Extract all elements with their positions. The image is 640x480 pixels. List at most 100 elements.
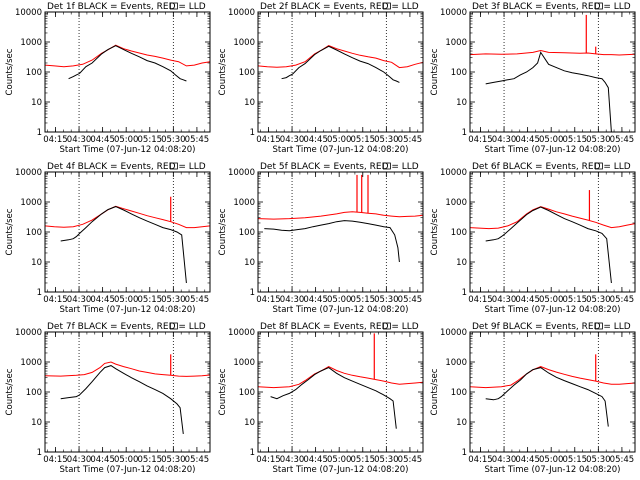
series-lld-line	[44, 44, 211, 68]
x-tick-label: 05:45	[185, 295, 210, 305]
x-axis-title: Start Time (07-Jun-12 04:08:20)	[60, 145, 196, 155]
x-tick-label: 05:30	[161, 455, 186, 465]
plot-frame	[257, 11, 424, 133]
x-tick-label: 05:00	[327, 135, 352, 145]
y-tick-label: 100	[26, 228, 42, 238]
y-tick-label: 10000	[15, 168, 42, 178]
y-tick-label: 100	[239, 68, 255, 78]
y-tick-label: 10000	[228, 168, 255, 178]
y-axis-title: Counts/sec	[430, 48, 440, 95]
legend-box	[595, 322, 603, 330]
y-tick-label: 10	[456, 418, 467, 428]
x-tick-label: 05:45	[610, 455, 635, 465]
y-tick-label: 1	[250, 448, 255, 458]
y-tick-label: 1000	[445, 198, 467, 208]
y-tick-label: 10	[31, 418, 42, 428]
series-events-line	[485, 206, 612, 284]
x-tick-label: 05:15	[563, 295, 588, 305]
x-tick-label: 05:30	[374, 455, 399, 465]
x-tick-label: 05:00	[539, 295, 564, 305]
series-events-line	[485, 367, 609, 427]
plot-frame	[469, 331, 636, 453]
panel-title: Det 6f BLACK = Events, RED = LLD	[472, 162, 631, 172]
y-axis-title: Counts/sec	[5, 368, 15, 415]
x-tick-label: 05:45	[610, 295, 635, 305]
legend-box	[382, 2, 391, 10]
x-tick-label: 04:45	[90, 135, 115, 145]
series-events-line	[270, 367, 397, 429]
x-tick-label: 04:15	[468, 295, 493, 305]
x-tick-label: 04:45	[303, 135, 328, 145]
x-tick-label: 05:30	[161, 295, 186, 305]
series-lld-line	[44, 361, 211, 377]
y-tick-label: 1	[37, 448, 42, 458]
x-tick-label: 04:30	[67, 135, 92, 145]
y-tick-label: 10000	[228, 8, 255, 18]
panel-3: Det 3f BLACK = Events, RED = LLD 1 10 100 10…	[430, 2, 636, 155]
x-tick-label: 04:15	[43, 135, 68, 145]
series-events-line	[485, 51, 612, 133]
x-tick-label: 05:30	[161, 135, 186, 145]
series-events-line	[60, 206, 187, 284]
x-tick-label: 04:30	[492, 295, 517, 305]
panel-title: Det 5f BLACK = Events, RED = LLD	[260, 162, 419, 172]
series-lld-line	[469, 206, 636, 230]
x-tick-label: 05:00	[114, 295, 139, 305]
x-axis-title: Start Time (07-Jun-12 04:08:20)	[273, 145, 409, 155]
x-tick-label: 05:45	[610, 135, 635, 145]
x-axis-title: Start Time (07-Jun-12 04:08:20)	[60, 305, 196, 315]
y-axis-title: Counts/sec	[430, 208, 440, 255]
y-tick-label: 1000	[233, 198, 255, 208]
x-tick-label: 05:15	[138, 295, 163, 305]
y-tick-label: 1	[37, 128, 42, 138]
y-tick-label: 10	[244, 98, 255, 108]
plot-frame	[257, 331, 424, 453]
legend-box	[382, 162, 391, 170]
x-tick-label: 04:15	[256, 455, 281, 465]
x-tick-label: 04:30	[280, 135, 305, 145]
y-tick-label: 100	[451, 228, 467, 238]
x-axis-title: Start Time (07-Jun-12 04:08:20)	[485, 465, 621, 475]
panel-2: Det 2f BLACK = Events, RED = LLD 1 10 100 10…	[218, 2, 424, 155]
y-tick-label: 10	[244, 418, 255, 428]
y-tick-label: 10000	[228, 328, 255, 338]
legend-box	[169, 162, 178, 170]
x-tick-label: 05:15	[351, 135, 376, 145]
series-events-line	[60, 365, 184, 434]
x-tick-label: 05:00	[539, 455, 564, 465]
x-axis-title: Start Time (07-Jun-12 04:08:20)	[273, 305, 409, 315]
y-tick-label: 10	[456, 258, 467, 268]
y-tick-label: 10	[31, 258, 42, 268]
y-tick-label: 10	[31, 98, 42, 108]
legend-box	[595, 2, 603, 10]
x-axis-title: Start Time (07-Jun-12 04:08:20)	[485, 145, 621, 155]
legend-box	[169, 2, 178, 10]
y-tick-label: 1	[250, 128, 255, 138]
y-tick-label: 100	[239, 388, 255, 398]
panel-4: Det 4f BLACK = Events, RED = LLD 1 10 100 10…	[5, 162, 211, 315]
y-axis-title: Counts/sec	[5, 48, 15, 95]
x-tick-label: 04:15	[43, 455, 68, 465]
x-axis-title: Start Time (07-Jun-12 04:08:20)	[60, 465, 196, 475]
x-tick-label: 04:30	[280, 455, 305, 465]
x-tick-label: 05:15	[351, 295, 376, 305]
x-tick-label: 05:00	[327, 295, 352, 305]
x-tick-label: 05:00	[114, 135, 139, 145]
panel-7: Det 7f BLACK = Events, RED = LLD 1 10 100 10…	[5, 322, 211, 475]
y-tick-label: 10000	[440, 168, 467, 178]
y-tick-label: 1000	[445, 358, 467, 368]
y-tick-label: 1	[462, 288, 467, 298]
y-tick-label: 100	[26, 68, 42, 78]
x-tick-label: 05:45	[398, 455, 423, 465]
plot-frame	[257, 171, 424, 293]
x-tick-label: 05:45	[398, 135, 423, 145]
x-tick-label: 05:15	[563, 455, 588, 465]
y-tick-label: 1000	[20, 38, 42, 48]
y-tick-label: 1	[462, 448, 467, 458]
series-lld-line	[257, 211, 424, 220]
plot-frame	[44, 331, 211, 453]
y-tick-label: 1	[462, 128, 467, 138]
y-axis-title: Counts/sec	[218, 368, 228, 415]
x-tick-label: 04:30	[67, 295, 92, 305]
x-tick-label: 04:45	[90, 295, 115, 305]
